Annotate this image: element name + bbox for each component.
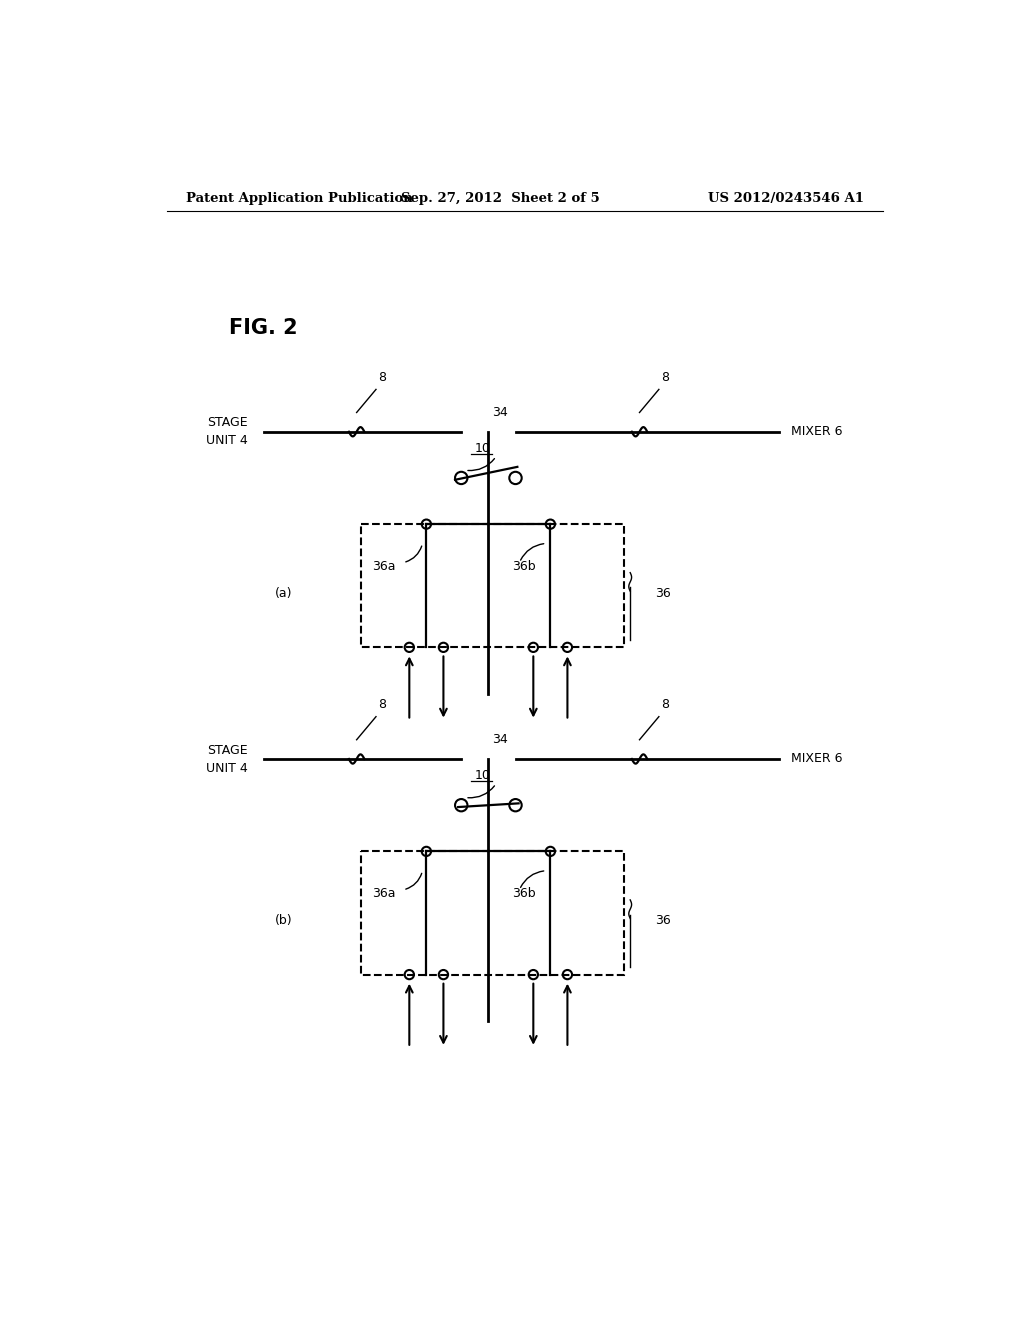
- Text: 8: 8: [662, 698, 669, 711]
- Text: 34: 34: [493, 407, 508, 418]
- Text: STAGE
UNIT 4: STAGE UNIT 4: [207, 743, 248, 775]
- Text: FIG. 2: FIG. 2: [228, 318, 297, 338]
- Text: 34: 34: [493, 733, 508, 746]
- Text: 10: 10: [474, 770, 490, 781]
- Text: (b): (b): [275, 915, 293, 927]
- Text: 36a: 36a: [372, 560, 395, 573]
- Text: 8: 8: [662, 371, 669, 384]
- Text: STAGE
UNIT 4: STAGE UNIT 4: [207, 416, 248, 447]
- Text: 36b: 36b: [512, 560, 536, 573]
- Text: 10: 10: [474, 442, 490, 455]
- Text: (a): (a): [275, 587, 293, 601]
- Text: MIXER 6: MIXER 6: [791, 752, 842, 766]
- Text: Sep. 27, 2012  Sheet 2 of 5: Sep. 27, 2012 Sheet 2 of 5: [400, 191, 599, 205]
- Text: 8: 8: [378, 371, 386, 384]
- Bar: [360, 851, 624, 974]
- Text: 36: 36: [655, 587, 671, 601]
- Text: 36b: 36b: [512, 887, 536, 900]
- Text: MIXER 6: MIXER 6: [791, 425, 842, 438]
- Text: 8: 8: [378, 698, 386, 711]
- Text: US 2012/0243546 A1: US 2012/0243546 A1: [709, 191, 864, 205]
- Text: Patent Application Publication: Patent Application Publication: [186, 191, 413, 205]
- Text: 36: 36: [655, 915, 671, 927]
- Text: 36a: 36a: [372, 887, 395, 900]
- Bar: [360, 524, 624, 647]
